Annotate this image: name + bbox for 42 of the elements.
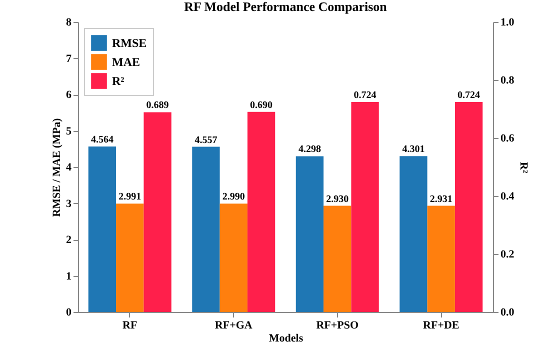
- y-tick-label: 7: [66, 52, 72, 65]
- y-tick-label: 3: [66, 198, 72, 210]
- data-label: 4.564: [90, 134, 114, 146]
- legend-label: R²: [112, 74, 125, 88]
- y-tick-label: 2: [66, 234, 72, 246]
- y-tick-label: 4: [66, 162, 72, 174]
- y-tick-label: 8: [66, 16, 72, 28]
- bar: [296, 156, 324, 312]
- x-tick-label: RF: [122, 320, 138, 332]
- data-label: 0.689: [146, 100, 169, 112]
- bar: [88, 146, 116, 312]
- y-tick-label: 0: [66, 306, 72, 318]
- data-label: 4.301: [402, 144, 425, 156]
- x-axis-title: Models: [268, 332, 304, 344]
- x-tick-label: RF+GA: [214, 320, 252, 332]
- data-label: 2.930: [326, 194, 349, 205]
- y2-tick-label: 0.0: [500, 306, 515, 318]
- data-label: 4.557: [194, 134, 218, 146]
- chart-title: RF Model Performance Comparison: [184, 0, 388, 14]
- data-label: 0.724: [354, 90, 376, 102]
- legend-label: RMSE: [112, 36, 147, 50]
- bar: [400, 156, 428, 312]
- y-tick-label: 6: [66, 89, 72, 101]
- bar: [192, 146, 220, 312]
- x-tick-label: RF+PSO: [316, 320, 359, 332]
- data-label: 2.991: [118, 192, 142, 203]
- data-label: 2.931: [430, 194, 452, 205]
- y-tick-label: 1: [66, 270, 72, 282]
- y-axis-title: RMSE / MAE (MPa): [51, 118, 63, 217]
- x-tick-label: RF+DE: [423, 320, 460, 332]
- y2-tick-label: 0.2: [500, 248, 515, 260]
- legend-label: MAE: [112, 55, 140, 69]
- data-label: 4.298: [298, 144, 321, 156]
- y2-tick-label: 0.6: [500, 132, 515, 144]
- y2-tick-label: 0.8: [500, 74, 515, 86]
- y2-axis-title: R²: [517, 162, 530, 174]
- data-label: 0.724: [458, 90, 480, 102]
- data-label: 0.690: [250, 100, 273, 111]
- data-label: 2.990: [222, 192, 245, 203]
- y2-tick-label: 0.4: [500, 190, 515, 202]
- y2-tick-label: 1.0: [500, 16, 515, 28]
- y-tick-label: 5: [66, 125, 72, 138]
